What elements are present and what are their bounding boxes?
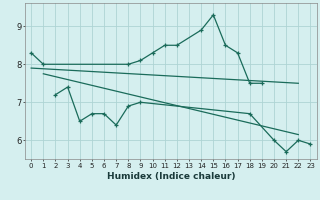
X-axis label: Humidex (Indice chaleur): Humidex (Indice chaleur): [107, 172, 235, 181]
